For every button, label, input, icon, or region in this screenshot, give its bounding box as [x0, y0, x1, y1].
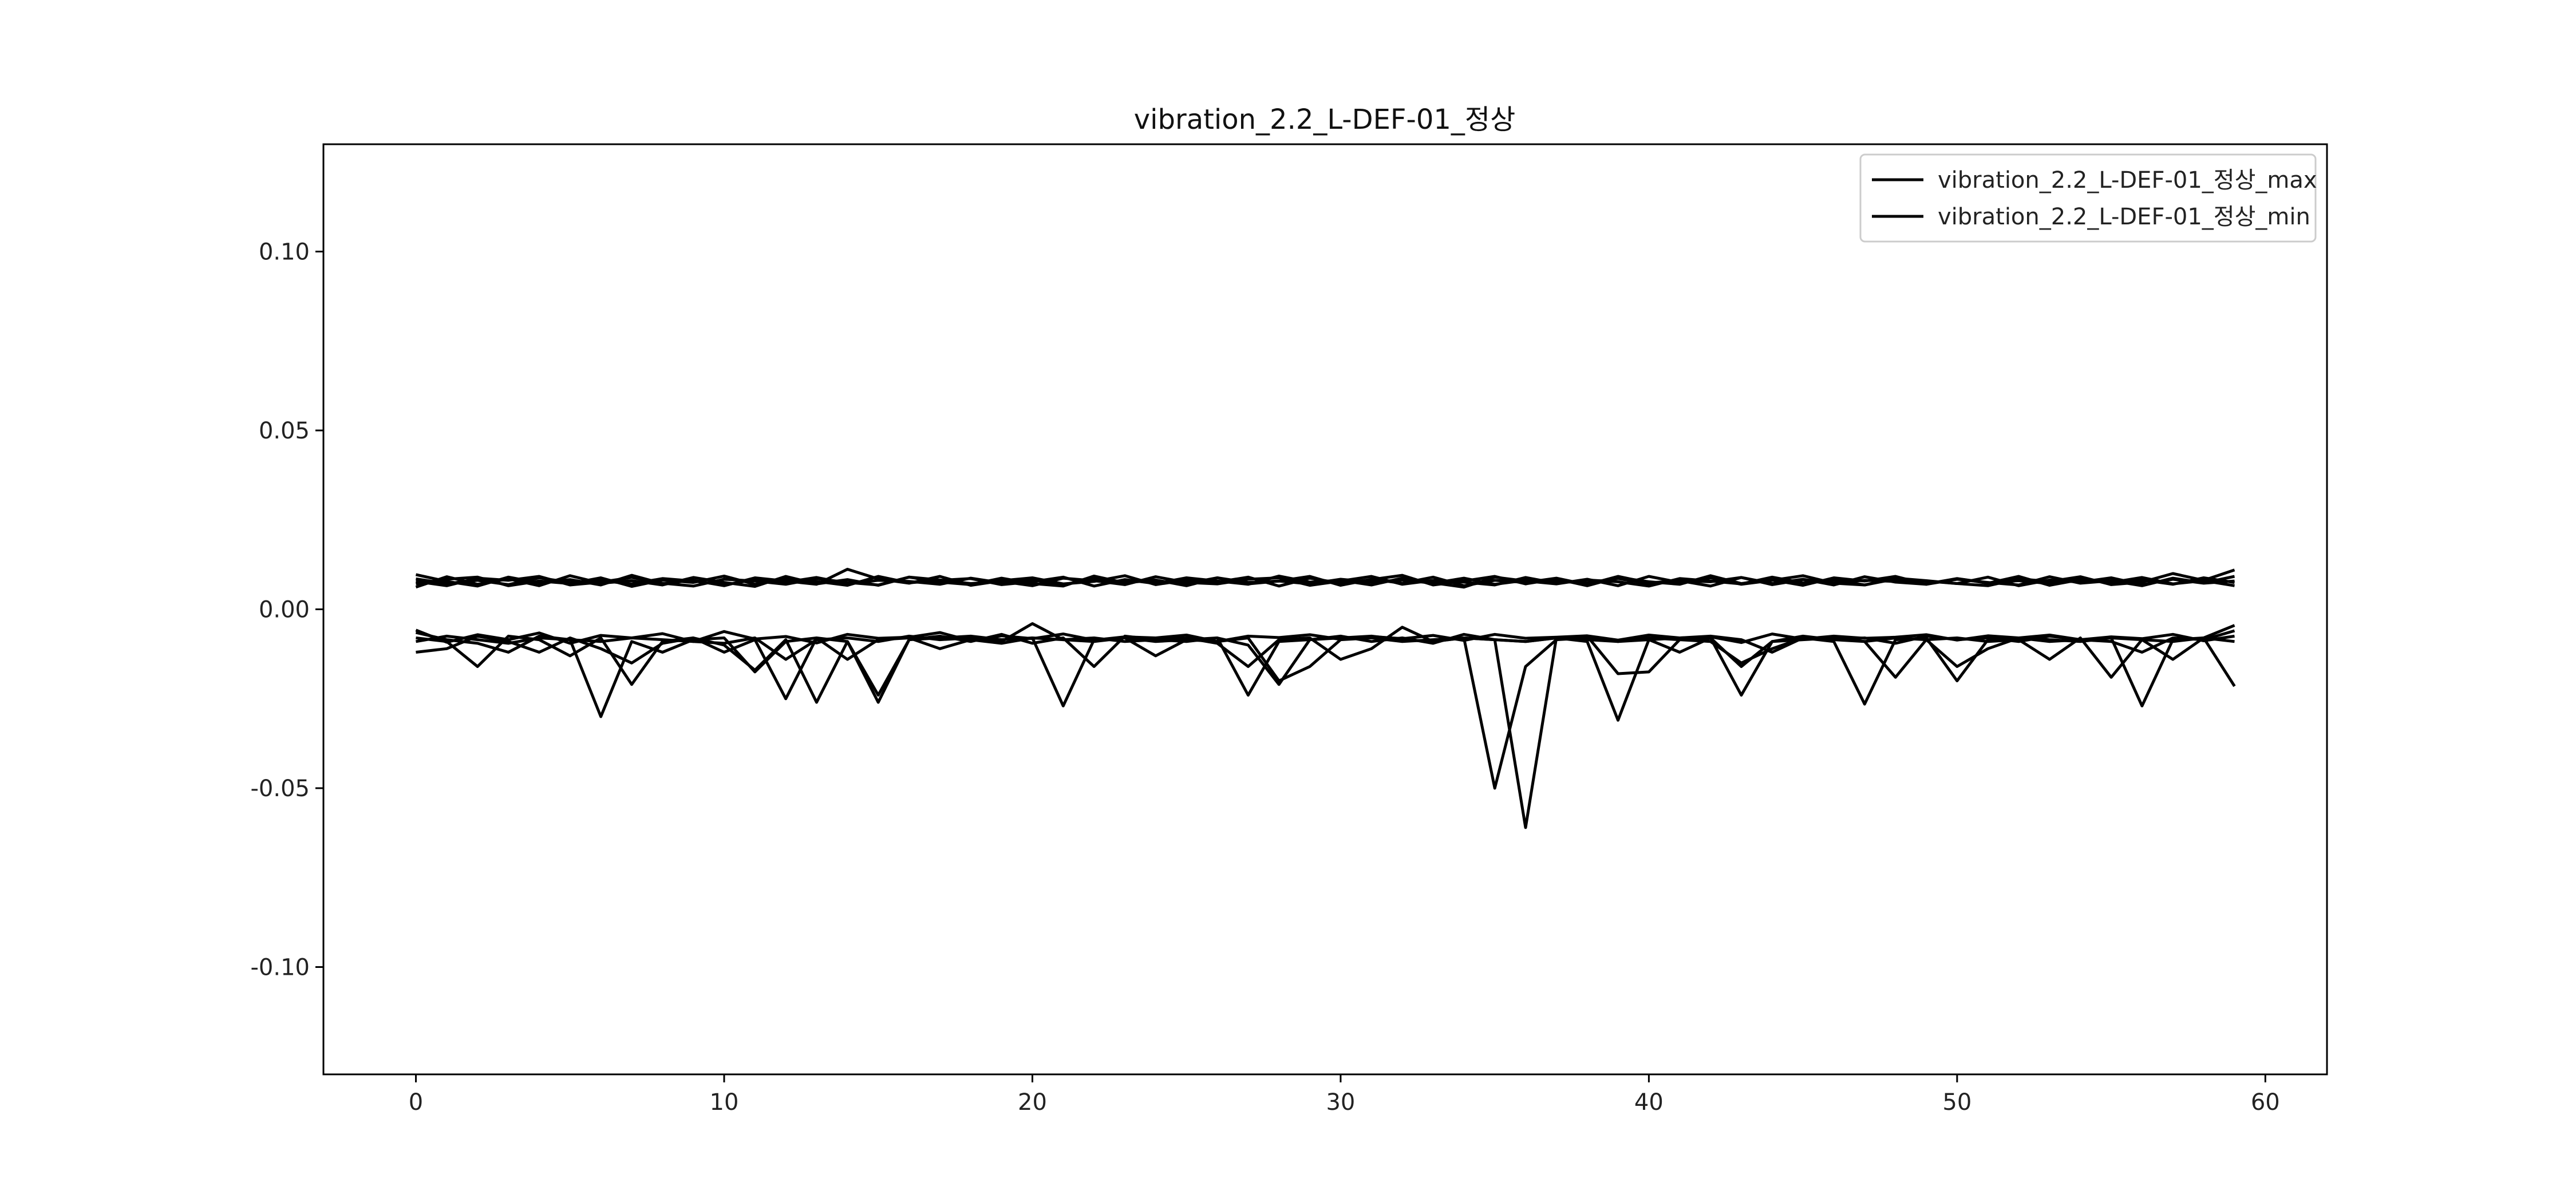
x-axis: 0 10 20 30 40 50 60 [409, 1074, 2280, 1116]
legend: vibration_2.2_L-DEF-01_정상_max vibration_2… [1859, 153, 2317, 243]
x-tick-label: 0 [409, 1089, 423, 1116]
y-tick-label: 0.05 [259, 418, 310, 444]
chart-title: vibration_2.2_L-DEF-01_정상 [1134, 104, 1515, 136]
x-tick-label: 20 [1018, 1089, 1047, 1116]
y-tick-label: -0.05 [251, 776, 310, 802]
x-tick-label: 30 [1326, 1089, 1355, 1116]
x-tick-label: 60 [2251, 1089, 2280, 1116]
series-line-4 [416, 568, 2235, 588]
y-tick-label: 0.00 [259, 597, 310, 623]
legend-label: vibration_2.2_L-DEF-01_정상_min [1938, 204, 2310, 230]
y-axis: -0.10 -0.05 0.00 0.05 0.10 [251, 239, 323, 981]
y-tick-label: 0.10 [259, 239, 310, 266]
legend-box [1859, 153, 2317, 243]
series-line-9 [416, 622, 2235, 668]
series-line-8 [415, 631, 2235, 790]
x-tick-label: 40 [1634, 1089, 1664, 1116]
series-lines [415, 568, 2236, 829]
x-tick-label: 50 [1942, 1089, 1971, 1116]
x-tick-label: 10 [710, 1089, 739, 1116]
legend-label: vibration_2.2_L-DEF-01_정상_max [1938, 167, 2317, 193]
y-tick-label: -0.10 [251, 955, 310, 981]
